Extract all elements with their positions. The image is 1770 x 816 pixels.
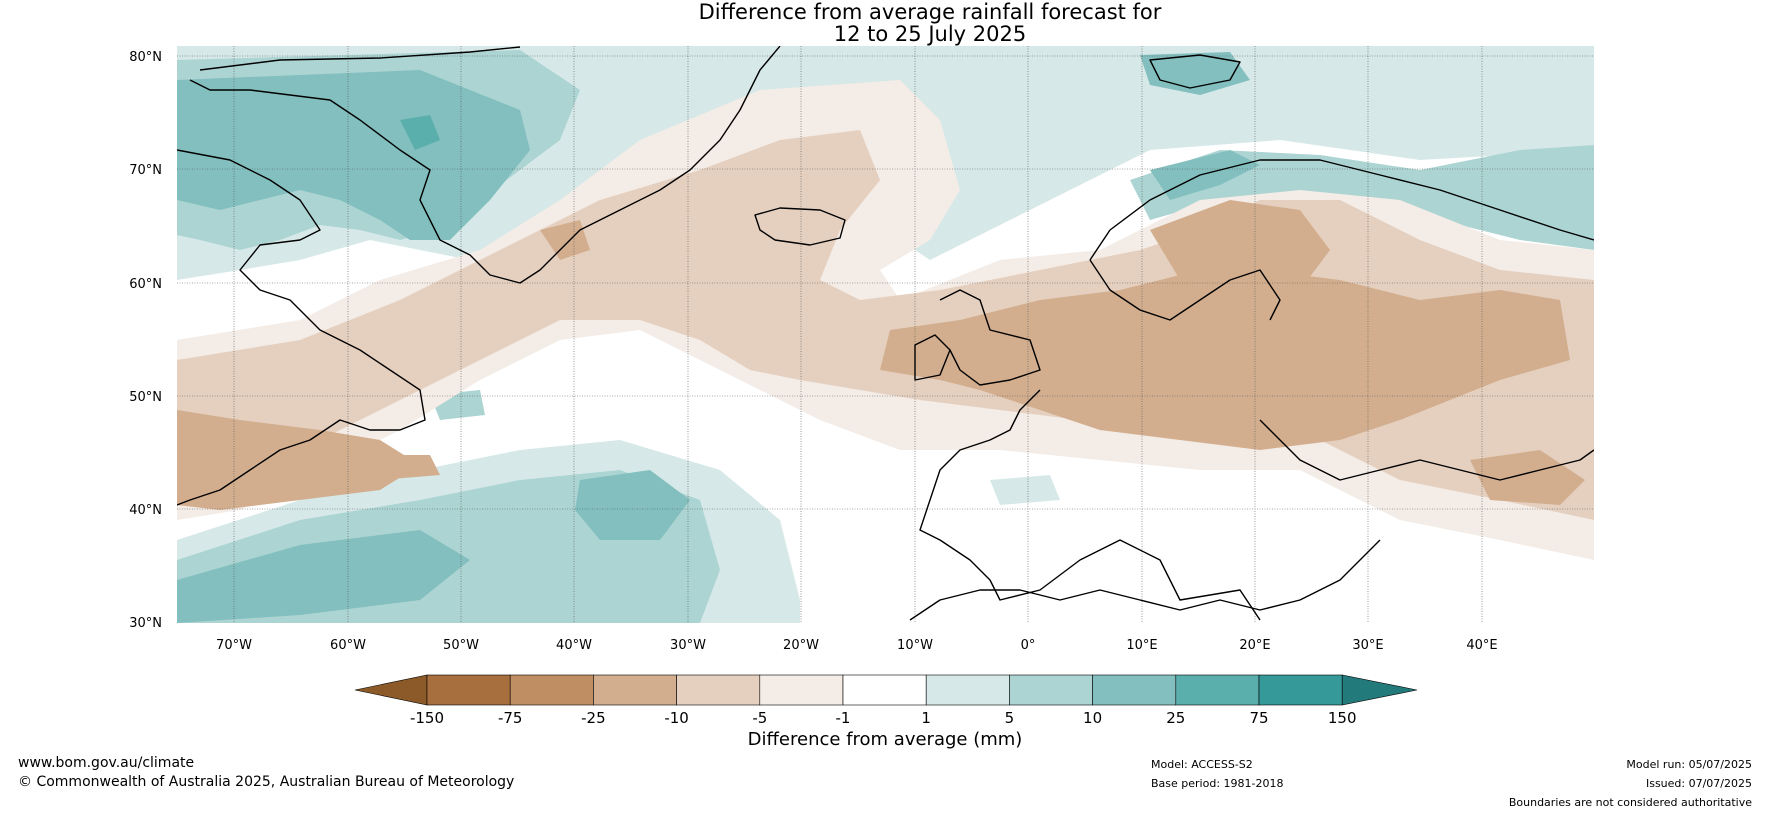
wet-region-subtropical-core: [177, 530, 470, 623]
colorbar-tick-label: -25: [581, 709, 606, 727]
footer-disclaimer: Boundaries are not considered authoritat…: [1508, 796, 1752, 809]
colorbar-tick-label: 1: [921, 709, 931, 727]
map-panel: 80°N 70°N 60°N 50°N 40°N 30°N 70°W 60°W …: [129, 46, 1594, 653]
map-title-line-2: 12 to 25 July 2025: [833, 22, 1027, 46]
lat-label-50n: 50°N: [129, 390, 162, 405]
dry-region-newfoundland: [177, 410, 420, 510]
lon-label-60w: 60°W: [330, 638, 366, 653]
colorbar-bin: [925, 674, 1010, 706]
lat-label-30n: 30°N: [129, 616, 162, 631]
colorbar-bin: [593, 674, 677, 706]
longitude-labels: 70°W 60°W 50°W 40°W 30°W 20°W 10°W 0° 10…: [216, 638, 1498, 653]
colorbar-extend-min: [354, 674, 428, 706]
coastline-north-africa: [909, 539, 1381, 621]
dry-region-caspian: [1470, 450, 1585, 505]
lon-label-10w: 10°W: [897, 638, 933, 653]
wet-region-norway-coast: [1150, 150, 1260, 200]
coastline-iceland: [754, 207, 846, 246]
footer-base-period: Base period: 1981-2018: [1151, 777, 1284, 790]
footer-model-run: Model run: 05/07/2025: [1626, 758, 1752, 771]
wet-region-greenland-core: [177, 70, 530, 240]
rainfall-anomaly-shading: [177, 46, 1594, 623]
lon-label-20w: 20°W: [783, 638, 819, 653]
colorbar-bin: [1175, 674, 1260, 706]
dry-region-europe: [880, 270, 1570, 450]
coastline-baffin-canada: [177, 149, 426, 506]
coastline-greenland: [189, 46, 781, 284]
colorbar-tick-label: 10: [1083, 709, 1102, 727]
colorbar: -150 -75 -25 -10 -5 -1 1 5 10 25 75 150: [354, 674, 1418, 727]
dry-region-nw-atlantic-spot: [370, 455, 440, 480]
colorbar-tick-label: -150: [410, 709, 444, 727]
dry-region-scandinavia: [1150, 200, 1330, 300]
coastlines: [177, 46, 1594, 621]
wet-region-greenland-peak: [400, 115, 440, 150]
lat-label-40n: 40°N: [129, 503, 162, 518]
footer-model: Model: ACCESS-S2: [1151, 758, 1253, 771]
footer-url: www.bom.gov.au/climate: [18, 755, 195, 771]
lon-label-40w: 40°W: [556, 638, 592, 653]
lat-label-80n: 80°N: [129, 50, 162, 65]
map-title-line-1: Difference from average rainfall forecas…: [698, 0, 1162, 24]
lon-label-30w: 30°W: [670, 638, 706, 653]
colorbar-tick-label: 5: [1005, 709, 1015, 727]
colorbar-bin: [759, 674, 844, 706]
colorbar-tick-label: 25: [1166, 709, 1185, 727]
lon-label-10e: 10°E: [1126, 638, 1157, 653]
footer-copyright: © Commonwealth of Australia 2025, Austra…: [18, 774, 515, 790]
lat-label-60n: 60°N: [129, 277, 162, 292]
footer-issued: Issued: 07/07/2025: [1645, 777, 1752, 790]
colorbar-bin: [1009, 674, 1093, 706]
lon-label-30e: 30°E: [1352, 638, 1383, 653]
colorbar-tick-label: 150: [1328, 709, 1357, 727]
wet-region-med-west: [990, 475, 1060, 505]
lon-label-70w: 70°W: [216, 638, 252, 653]
dry-region-greenland-east: [540, 220, 590, 260]
latitude-labels: 80°N 70°N 60°N 50°N 40°N 30°N: [129, 50, 162, 631]
colorbar-bin: [1258, 674, 1343, 706]
colorbar-tick-label: -5: [752, 709, 767, 727]
coastline-svalbard: [1149, 54, 1241, 89]
colorbar-bin: [1092, 674, 1177, 706]
coastline-british-isles: [914, 289, 1041, 386]
lon-label-50w: 50°W: [443, 638, 479, 653]
colorbar-bin: [426, 674, 511, 706]
coastline-europe-mainland: [919, 389, 1594, 621]
colorbar-extend-max: [1341, 674, 1418, 706]
colorbar-title: Difference from average (mm): [748, 729, 1023, 750]
coastline-scandinavia: [1089, 159, 1594, 321]
colorbar-bin: [676, 674, 761, 706]
lon-label-0: 0°: [1021, 638, 1036, 653]
wet-region-azores: [575, 470, 690, 540]
colorbar-tick-label: -10: [664, 709, 689, 727]
colorbar-bin: [509, 674, 594, 706]
colorbar-tick-label: -1: [836, 709, 851, 727]
wet-region-svalbard: [1140, 52, 1250, 95]
lon-label-20e: 20°E: [1239, 638, 1270, 653]
colorbar-tick-label: 75: [1249, 709, 1268, 727]
lon-label-40e: 40°E: [1466, 638, 1497, 653]
lat-label-70n: 70°N: [129, 163, 162, 178]
colorbar-tick-label: -75: [498, 709, 523, 727]
colorbar-bin: [842, 674, 927, 706]
